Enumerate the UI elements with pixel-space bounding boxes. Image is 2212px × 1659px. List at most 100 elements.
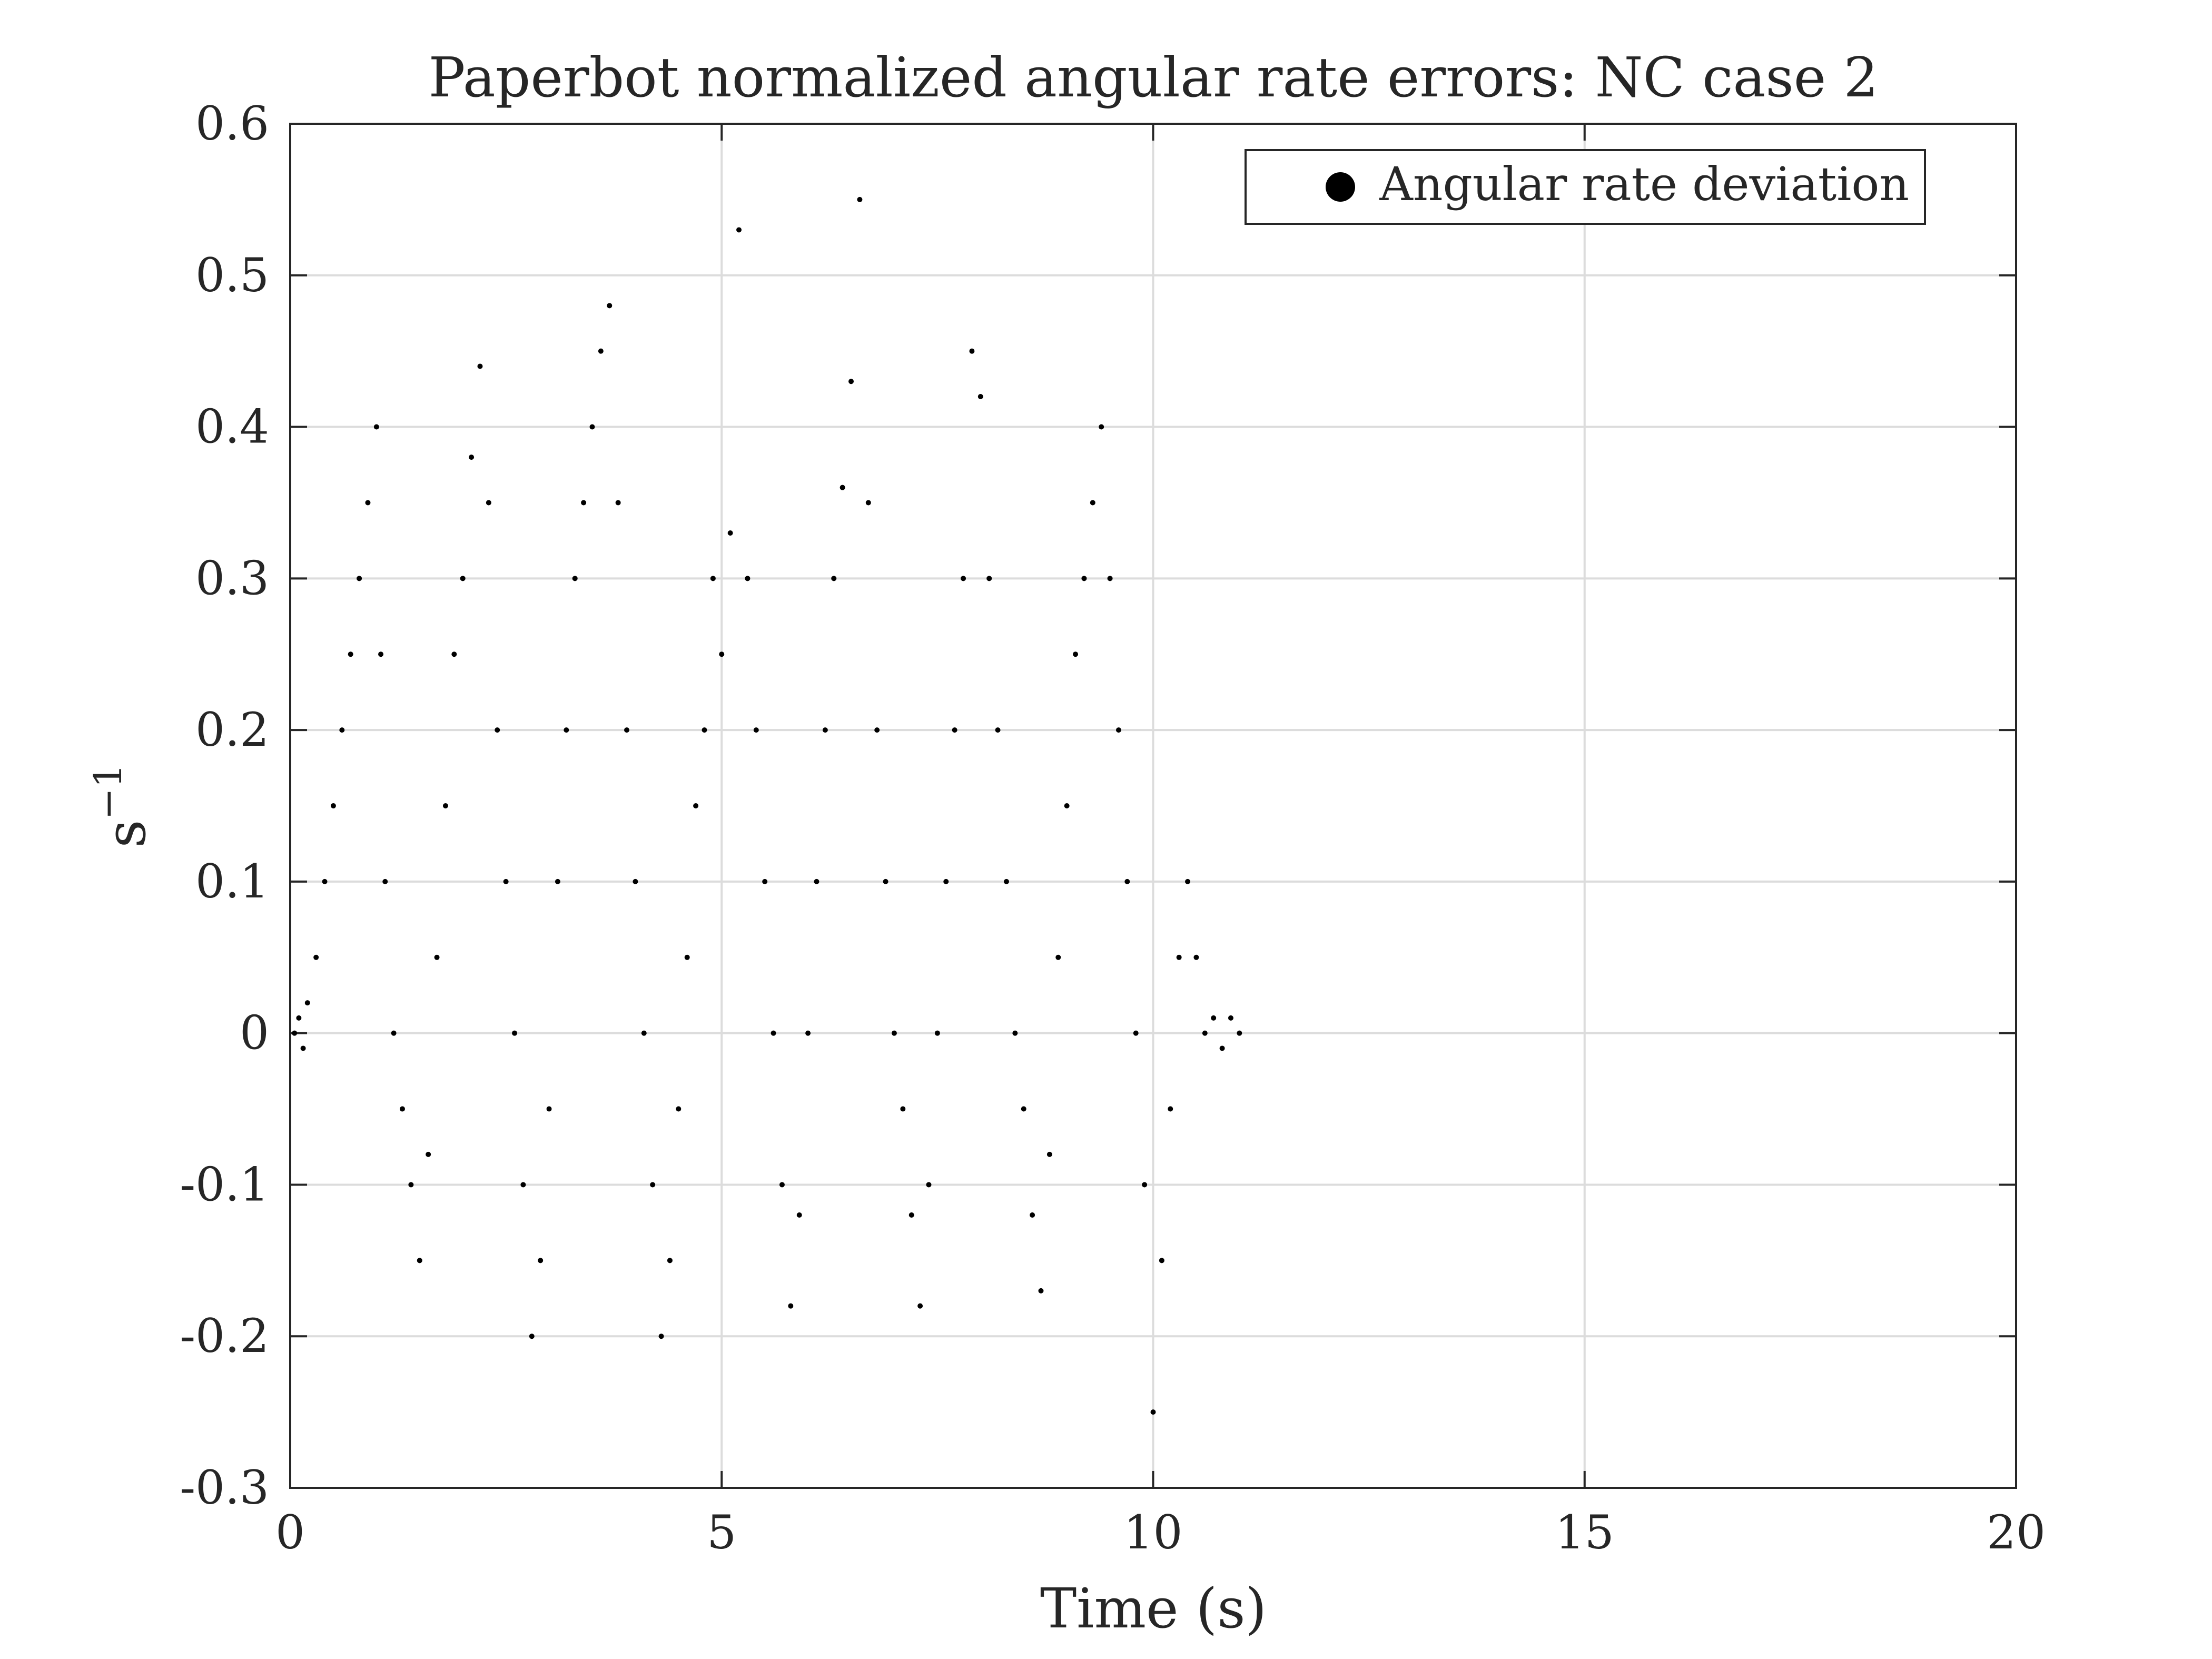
data-point	[796, 1212, 802, 1218]
data-point	[1133, 1030, 1139, 1036]
data-point	[442, 803, 448, 808]
data-point	[607, 303, 613, 309]
data-point	[857, 196, 863, 202]
data-point	[1150, 1409, 1156, 1415]
data-point	[538, 1258, 544, 1263]
data-point	[546, 1106, 552, 1112]
data-point	[300, 1045, 306, 1051]
data-point	[952, 727, 957, 733]
data-point	[650, 1182, 656, 1188]
data-point	[304, 1000, 310, 1006]
y-tick-label: 0.3	[195, 551, 269, 605]
data-point	[641, 1030, 647, 1036]
x-axis-label: Time (s)	[1040, 1576, 1267, 1641]
data-point	[365, 500, 371, 506]
data-point	[589, 424, 595, 430]
data-point	[1003, 878, 1009, 884]
data-point	[495, 727, 500, 733]
data-point	[961, 576, 966, 581]
data-point	[564, 727, 569, 733]
data-point	[512, 1030, 518, 1036]
data-point	[1168, 1106, 1173, 1112]
data-point	[451, 651, 457, 657]
data-point	[1202, 1030, 1208, 1036]
legend: Angular rate deviation	[1245, 149, 1926, 225]
data-point	[1081, 576, 1087, 581]
data-point	[727, 530, 733, 536]
data-point	[581, 500, 587, 506]
y-tick-label: 0.1	[195, 854, 269, 908]
legend-marker	[1326, 172, 1355, 202]
data-point	[667, 1258, 673, 1263]
data-point	[995, 727, 1001, 733]
data-point	[572, 576, 578, 581]
data-point	[900, 1106, 906, 1112]
data-point	[874, 727, 880, 733]
x-tick-label: 10	[1124, 1505, 1183, 1559]
data-point	[1099, 424, 1104, 430]
data-point	[555, 878, 560, 884]
data-point	[848, 379, 854, 384]
y-tick-label: -0.2	[180, 1309, 269, 1363]
y-tick-label: 0.4	[195, 400, 269, 454]
data-point	[408, 1182, 414, 1188]
data-point	[486, 500, 491, 506]
y-tick-label: -0.3	[180, 1460, 269, 1515]
x-tick-labels: 0 5 10 15 20	[275, 1505, 2046, 1559]
data-point	[736, 227, 742, 233]
data-point	[292, 1030, 298, 1036]
data-point	[469, 455, 475, 460]
data-point	[477, 363, 483, 369]
y-tick-label: 0	[240, 1006, 269, 1060]
data-point	[1038, 1288, 1044, 1293]
data-point	[788, 1303, 794, 1309]
data-point	[296, 1015, 302, 1021]
y-tick-label: 0.2	[195, 703, 269, 757]
data-point	[762, 878, 768, 884]
data-point	[1064, 803, 1070, 808]
data-point	[1046, 1151, 1052, 1157]
data-point	[357, 576, 362, 581]
data-point	[1237, 1030, 1242, 1036]
data-point	[1115, 727, 1121, 733]
data-point	[633, 878, 638, 884]
data-point	[417, 1258, 422, 1263]
data-point	[1012, 1030, 1018, 1036]
data-point	[883, 878, 888, 884]
x-tick-label: 5	[707, 1505, 736, 1559]
data-point	[615, 500, 621, 506]
data-point	[400, 1106, 406, 1112]
data-point	[831, 576, 837, 581]
data-point	[378, 651, 384, 657]
data-point	[1090, 500, 1095, 506]
data-point	[529, 1334, 535, 1339]
data-point	[908, 1212, 914, 1218]
data-point	[805, 1030, 811, 1036]
data-point	[1185, 878, 1191, 884]
data-point	[745, 576, 750, 581]
data-point	[373, 424, 379, 430]
data-point	[676, 1106, 682, 1112]
data-point	[986, 576, 992, 581]
data-point	[840, 485, 845, 490]
y-axis-label: s−1	[86, 764, 158, 848]
data-point	[934, 1030, 940, 1036]
legend-entry: Angular rate deviation	[1379, 157, 1909, 211]
data-point	[753, 727, 759, 733]
data-point	[1176, 954, 1182, 960]
data-point	[520, 1182, 526, 1188]
data-point	[693, 803, 699, 808]
data-point	[391, 1030, 397, 1036]
data-point	[1021, 1106, 1026, 1112]
y-tick-label: 0.6	[195, 96, 269, 151]
data-point	[322, 878, 328, 884]
data-point	[1107, 576, 1113, 581]
data-point	[313, 954, 319, 960]
data-point	[779, 1182, 785, 1188]
data-point	[943, 878, 949, 884]
data-point	[865, 500, 871, 506]
axis-ticks	[289, 123, 2017, 1489]
data-point	[658, 1334, 664, 1339]
